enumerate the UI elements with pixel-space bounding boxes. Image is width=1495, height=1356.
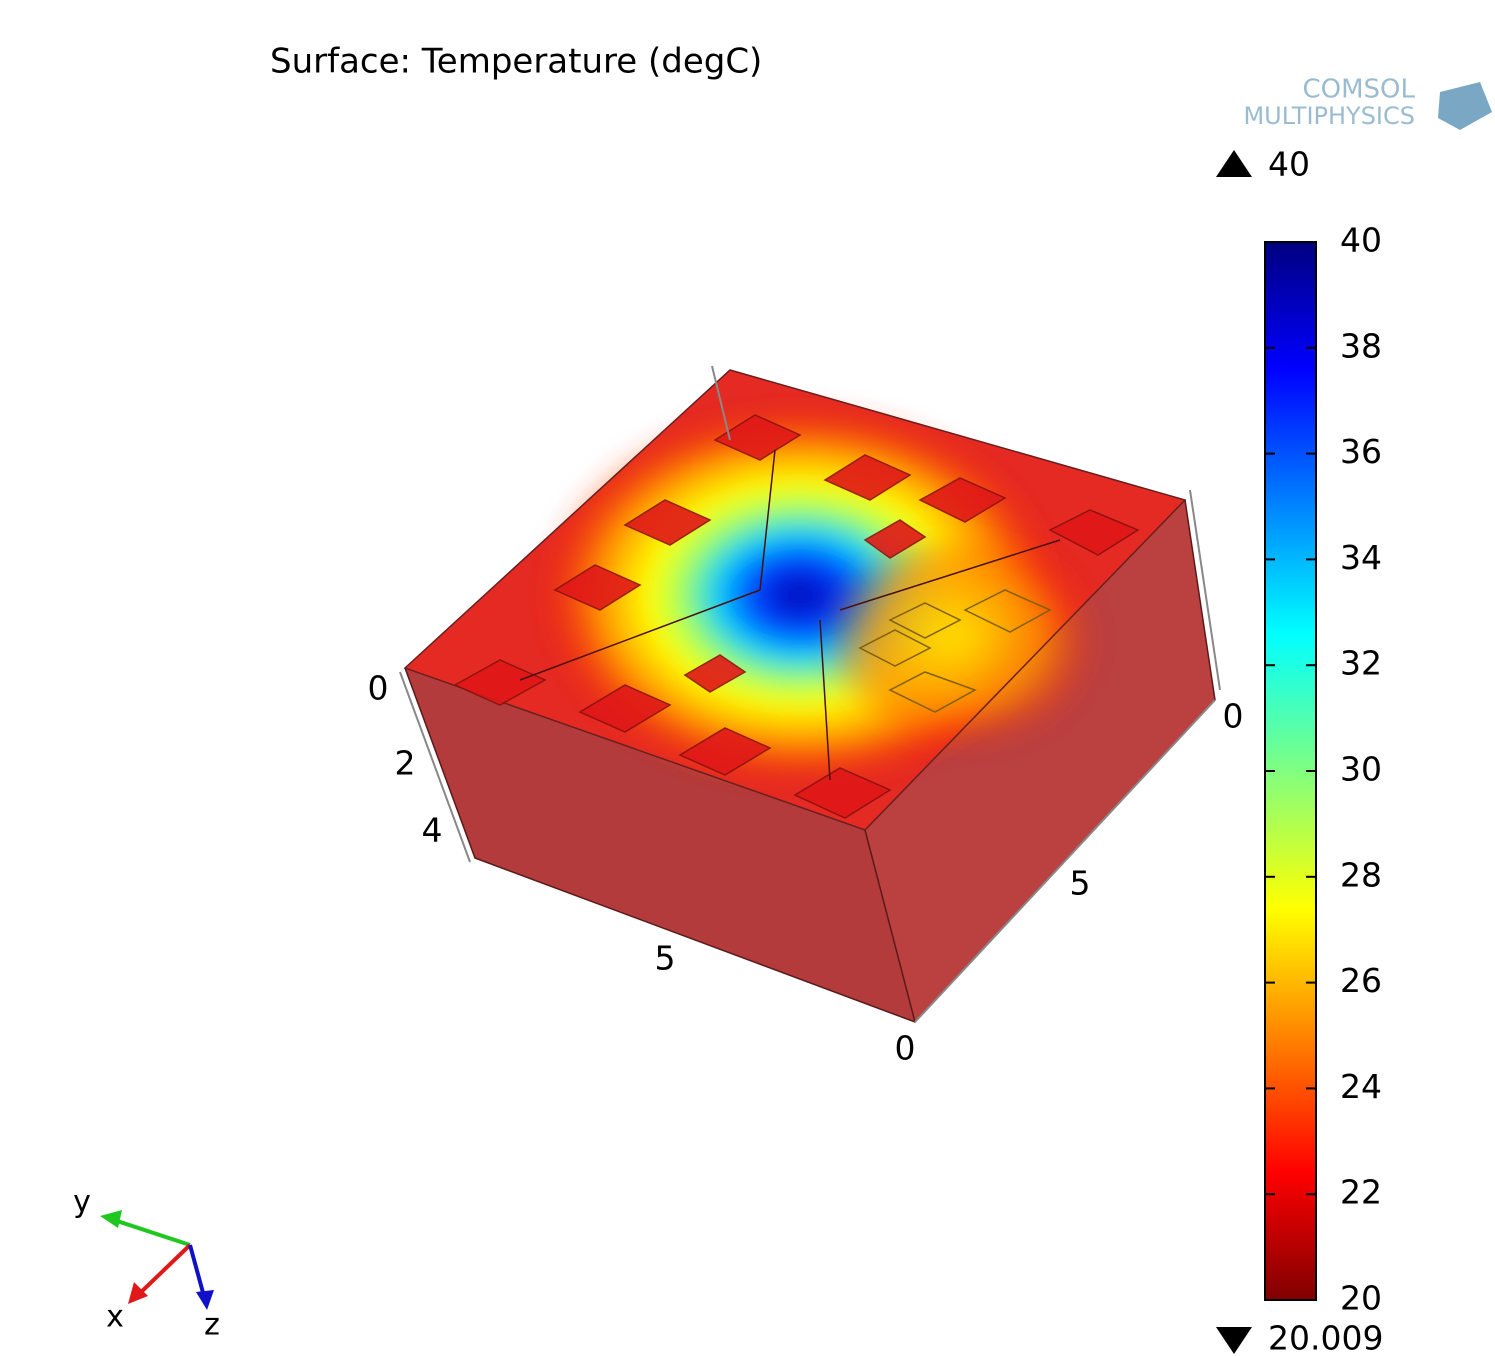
model-box xyxy=(400,366,1220,1022)
logo-top: COMSOL xyxy=(1302,75,1415,105)
box-tick-label: 4 xyxy=(422,811,443,850)
box-tick-label: 5 xyxy=(655,939,676,978)
triad-x: x xyxy=(106,1300,124,1335)
colorbar-tick-label: 26 xyxy=(1340,961,1382,1000)
colorbar-tick-label: 22 xyxy=(1340,1173,1382,1212)
colorbar-tick-label: 38 xyxy=(1340,326,1382,365)
min-label: 20.009 xyxy=(1268,1319,1383,1356)
logo-icon xyxy=(1438,82,1492,130)
colorbar-tick-label: 28 xyxy=(1340,855,1382,894)
box-tick-label: 2 xyxy=(395,744,416,783)
colorbar-tick-label: 20 xyxy=(1340,1279,1382,1318)
min-marker xyxy=(1216,1327,1252,1354)
box-tick-label: 0 xyxy=(1223,697,1244,736)
colorbar-tick-label: 40 xyxy=(1340,221,1382,260)
triad-y: y xyxy=(73,1185,91,1220)
box-tick-label: 0 xyxy=(895,1029,916,1068)
box-tick-label: 5 xyxy=(1070,864,1091,903)
triad-z: z xyxy=(204,1308,220,1343)
chart: Surface: Temperature (degC) COMSOL MULTI… xyxy=(0,0,1495,1356)
max-marker xyxy=(1216,150,1252,177)
logo-bottom: MULTIPHYSICS xyxy=(1243,102,1415,130)
colorbar-tick-label: 36 xyxy=(1340,432,1382,471)
chart-title: Surface: Temperature (degC) xyxy=(270,42,762,82)
box-tick-label: 0 xyxy=(368,669,389,708)
axis-triad xyxy=(100,1210,214,1310)
colorbar-tick-label: 32 xyxy=(1340,644,1382,683)
colorbar-tick-label: 24 xyxy=(1340,1067,1382,1106)
colorbar-tick-label: 34 xyxy=(1340,538,1382,577)
max-label: 40 xyxy=(1268,145,1310,184)
colorbar-tick-label: 30 xyxy=(1340,750,1382,789)
